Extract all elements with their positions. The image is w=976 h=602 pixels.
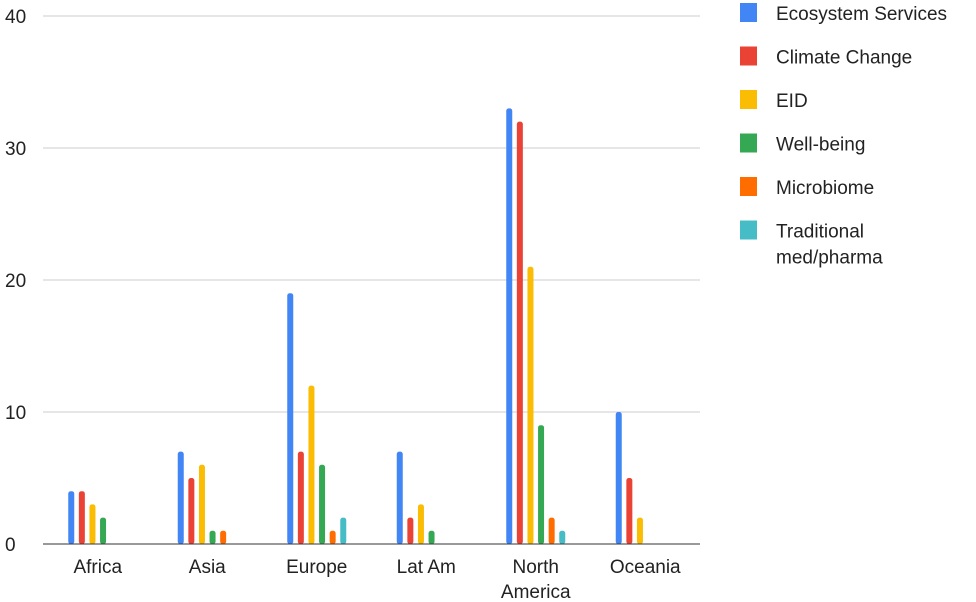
bar-4-2: [527, 266, 534, 544]
y-tick-label: 40: [5, 7, 26, 28]
bar-3-1: [407, 517, 414, 544]
y-axis-ticks: 0 10 20 30 40: [5, 7, 26, 556]
x-category-label: North America: [501, 557, 571, 602]
legend-label: Ecosystem Services: [776, 4, 947, 25]
x-category-label: Europe: [286, 557, 347, 578]
legend-swatch: [740, 90, 757, 109]
x-category-label: Asia: [189, 557, 226, 578]
bar-4-4: [548, 517, 555, 544]
x-category-label: Africa: [73, 557, 122, 578]
bar-2-5: [340, 517, 347, 544]
bar-0-1: [78, 491, 85, 544]
bar-4-1: [516, 121, 523, 544]
x-axis-labels: Africa Asia Europe Lat Am North America Oceani…: [73, 557, 681, 602]
y-tick-label: 0: [5, 535, 16, 556]
bar-4-3: [538, 425, 545, 544]
y-tick-label: 20: [5, 271, 26, 292]
bar-0-3: [100, 517, 107, 544]
legend-swatch: [740, 46, 757, 66]
bar-2-4: [329, 530, 336, 544]
bar-2-0: [287, 293, 294, 544]
legend-swatch: [740, 177, 757, 196]
legend-swatch: [740, 220, 757, 240]
y-tick-label: 30: [5, 139, 26, 160]
legend-label: Climate Change: [776, 48, 912, 69]
bar-3-0: [396, 451, 403, 544]
bar-5-1: [626, 478, 633, 544]
bar-2-2: [308, 385, 315, 544]
legend-swatch: [740, 3, 757, 22]
gridlines: [43, 15, 700, 413]
bar-1-1: [188, 478, 195, 544]
bar-0-0: [68, 491, 75, 544]
legend: Ecosystem Services Climate Change EID Well-…: [740, 3, 947, 269]
bar-5-0: [615, 412, 622, 544]
legend-label: Microbiome: [776, 178, 874, 199]
bar-2-3: [319, 464, 326, 544]
bar-2-1: [297, 451, 304, 544]
bar-0-2: [89, 504, 96, 544]
bar-1-0: [177, 451, 184, 544]
y-tick-label: 10: [5, 403, 26, 424]
bar-3-2: [417, 504, 424, 544]
bar-4-5: [559, 530, 566, 544]
legend-label: EID: [776, 91, 808, 112]
bar-5-2: [636, 517, 643, 544]
bar-1-2: [198, 464, 205, 544]
bar-1-4: [220, 530, 227, 544]
legend-swatch: [740, 133, 757, 153]
x-category-label: Lat Am: [397, 557, 456, 578]
legend-label: Well-being: [776, 135, 865, 156]
bar-1-3: [209, 530, 216, 544]
bar-3-3: [428, 530, 435, 544]
bar-4-0: [506, 108, 513, 545]
bars: [68, 108, 643, 545]
legend-label: Traditional med/pharma: [776, 222, 883, 269]
x-category-label: Oceania: [610, 557, 681, 578]
